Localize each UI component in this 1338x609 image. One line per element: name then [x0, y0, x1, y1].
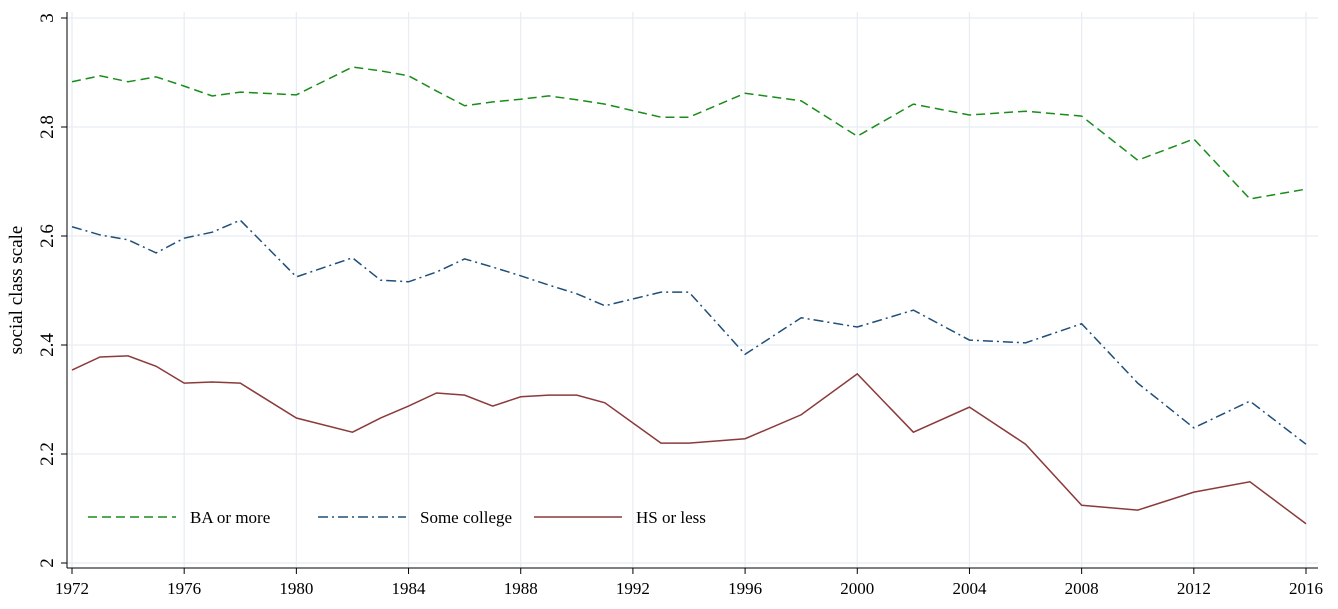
y-tick-label: 2.6: [37, 224, 58, 248]
x-tick-label: 2008: [1065, 579, 1099, 598]
y-tick-label: 2.8: [37, 115, 58, 139]
x-tick-label: 1980: [279, 579, 313, 598]
x-tick-label: 1992: [616, 579, 650, 598]
x-tick-label: 1996: [728, 579, 762, 598]
y-tick-label: 2.4: [37, 333, 58, 357]
x-tick-label: 1976: [167, 579, 201, 598]
series-line: [71, 219, 1307, 445]
x-tick-label: 1988: [504, 579, 538, 598]
x-tick-label: 2016: [1289, 579, 1323, 598]
x-tick-label: 1984: [392, 579, 427, 598]
y-axis-label: social class scale: [6, 226, 27, 355]
x-tick-label: 2004: [952, 579, 987, 598]
y-tick-label: 2: [37, 558, 58, 568]
x-tick-label: 1972: [55, 579, 89, 598]
series-line: [71, 355, 1307, 525]
x-tick-label: 2000: [840, 579, 874, 598]
y-tick-label: 2.2: [37, 442, 58, 466]
x-tick-label: 2012: [1177, 579, 1211, 598]
y-tick-label: 3: [37, 13, 58, 23]
legend-label: BA or more: [190, 508, 270, 527]
legend-label: HS or less: [636, 508, 706, 527]
series-line: [71, 66, 1307, 200]
legend-label: Some college: [420, 508, 512, 527]
